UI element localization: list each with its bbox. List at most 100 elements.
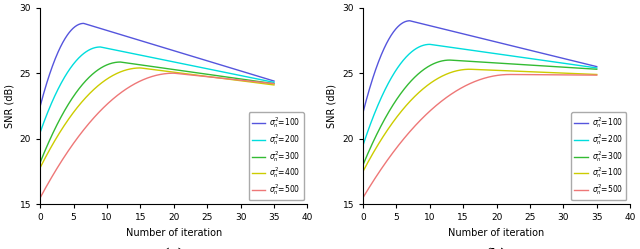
$\sigma_n^2$=300 xyxy=(472,60,480,63)
$\sigma_n^2$=200 xyxy=(470,49,478,52)
$\sigma_n^2$=100 xyxy=(176,51,184,54)
$\sigma_n^2$=100 xyxy=(551,55,559,58)
Line: $\sigma_n^2$=200: $\sigma_n^2$=200 xyxy=(40,47,274,132)
$\sigma_n^2$=200 xyxy=(472,49,480,52)
$\sigma_n^2$=300 xyxy=(446,59,454,62)
$\sigma_n^2$=100 xyxy=(499,42,506,45)
$\sigma_n^2$=400 xyxy=(466,68,474,71)
$\sigma_n^2$=500 xyxy=(593,74,600,77)
Line: $\sigma_n^2$=100: $\sigma_n^2$=100 xyxy=(40,23,274,106)
$\sigma_n^2$=200 xyxy=(499,53,506,56)
$\sigma_n^2$=200 xyxy=(270,81,278,84)
Line: $\sigma_n^2$=200: $\sigma_n^2$=200 xyxy=(363,44,596,145)
$\sigma_n^2$=400 xyxy=(265,83,273,86)
$\sigma_n^2$=300 xyxy=(149,65,157,68)
$\sigma_n^2$=200 xyxy=(148,56,156,59)
$\sigma_n^2$=100 xyxy=(149,43,157,46)
$\sigma_n^2$=400 xyxy=(228,78,236,81)
$\sigma_n^2$=300 xyxy=(270,82,278,85)
$\sigma_n^2$=400 xyxy=(499,69,506,72)
$\sigma_n^2$=100 xyxy=(359,111,367,114)
Line: $\sigma_n^2$=400: $\sigma_n^2$=400 xyxy=(40,68,274,168)
$\sigma_n^2$=500 xyxy=(551,73,559,76)
$\sigma_n^2$=200 xyxy=(97,46,104,49)
$\sigma_n^2$=300 xyxy=(499,62,506,65)
$\sigma_n^2$=400 xyxy=(551,71,559,74)
Legend: $\sigma_n^2$=100, $\sigma_n^2$=200, $\sigma_n^2$=300, $\sigma_n^2$=400, $\sigma_: $\sigma_n^2$=100, $\sigma_n^2$=200, $\si… xyxy=(248,112,303,200)
$\sigma_n^2$=400 xyxy=(149,68,157,71)
$\sigma_n^2$=200 xyxy=(551,61,559,63)
$\sigma_n^2$=100 xyxy=(36,104,44,107)
$\sigma_n^2$=500 xyxy=(359,196,367,199)
$\sigma_n^2$=400 xyxy=(36,166,44,169)
$\sigma_n^2$=300 xyxy=(593,68,600,71)
$\sigma_n^2$=400 xyxy=(593,73,600,76)
Line: $\sigma_n^2$=500: $\sigma_n^2$=500 xyxy=(40,73,274,198)
$\sigma_n^2$=500 xyxy=(176,72,184,75)
Line: $\sigma_n^2$=400: $\sigma_n^2$=400 xyxy=(363,69,596,171)
$\sigma_n^2$=300 xyxy=(148,65,156,68)
$\sigma_n^2$=300 xyxy=(265,81,273,84)
$\sigma_n^2$=500 xyxy=(170,72,177,75)
$\sigma_n^2$=500 xyxy=(149,75,157,78)
$\sigma_n^2$=300 xyxy=(176,69,184,72)
Legend: $\sigma_n^2$=100, $\sigma_n^2$=200, $\sigma_n^2$=300, $\sigma_n^2$=100, $\sigma_: $\sigma_n^2$=100, $\sigma_n^2$=200, $\si… xyxy=(572,112,627,200)
$\sigma_n^2$=500 xyxy=(588,74,595,77)
Line: $\sigma_n^2$=300: $\sigma_n^2$=300 xyxy=(363,60,596,165)
$\sigma_n^2$=500 xyxy=(36,196,44,199)
$\sigma_n^2$=100 xyxy=(148,43,156,46)
Text: (b): (b) xyxy=(485,248,508,249)
Y-axis label: SNR (dB): SNR (dB) xyxy=(327,84,337,128)
$\sigma_n^2$=200 xyxy=(426,43,433,46)
$\sigma_n^2$=400 xyxy=(470,68,478,71)
$\sigma_n^2$=300 xyxy=(116,61,124,63)
$\sigma_n^2$=200 xyxy=(163,59,171,62)
$\sigma_n^2$=400 xyxy=(588,73,595,76)
$\sigma_n^2$=300 xyxy=(163,67,171,70)
$\sigma_n^2$=100 xyxy=(270,79,278,82)
Y-axis label: SNR (dB): SNR (dB) xyxy=(4,84,14,128)
Line: $\sigma_n^2$=100: $\sigma_n^2$=100 xyxy=(363,21,596,113)
$\sigma_n^2$=300 xyxy=(551,65,559,68)
Line: $\sigma_n^2$=300: $\sigma_n^2$=300 xyxy=(40,62,274,162)
Text: (a): (a) xyxy=(163,248,185,249)
$\sigma_n^2$=200 xyxy=(588,66,595,69)
$\sigma_n^2$=300 xyxy=(486,61,494,64)
$\sigma_n^2$=500 xyxy=(147,75,155,78)
$\sigma_n^2$=200 xyxy=(149,56,157,59)
$\sigma_n^2$=300 xyxy=(359,163,367,166)
$\sigma_n^2$=100 xyxy=(593,65,600,68)
$\sigma_n^2$=100 xyxy=(228,67,236,70)
$\sigma_n^2$=400 xyxy=(486,68,494,71)
$\sigma_n^2$=400 xyxy=(148,68,156,71)
$\sigma_n^2$=500 xyxy=(499,73,506,76)
$\sigma_n^2$=500 xyxy=(228,78,236,81)
$\sigma_n^2$=100 xyxy=(265,78,273,81)
$\sigma_n^2$=400 xyxy=(136,66,144,69)
$\sigma_n^2$=200 xyxy=(228,72,236,75)
$\sigma_n^2$=300 xyxy=(470,60,478,63)
$\sigma_n^2$=200 xyxy=(36,131,44,134)
$\sigma_n^2$=400 xyxy=(359,170,367,173)
$\sigma_n^2$=500 xyxy=(486,75,493,78)
$\sigma_n^2$=500 xyxy=(270,82,278,85)
$\sigma_n^2$=200 xyxy=(486,51,494,54)
$\sigma_n^2$=500 xyxy=(265,82,273,85)
$\sigma_n^2$=500 xyxy=(470,80,478,83)
$\sigma_n^2$=400 xyxy=(163,70,171,73)
$\sigma_n^2$=400 xyxy=(176,71,184,74)
$\sigma_n^2$=400 xyxy=(472,68,480,71)
$\sigma_n^2$=500 xyxy=(472,80,479,83)
$\sigma_n^2$=100 xyxy=(406,19,413,22)
$\sigma_n^2$=100 xyxy=(486,39,494,42)
$\sigma_n^2$=200 xyxy=(176,62,184,65)
$\sigma_n^2$=300 xyxy=(588,67,595,70)
$\sigma_n^2$=200 xyxy=(265,80,273,83)
$\sigma_n^2$=100 xyxy=(163,47,171,50)
$\sigma_n^2$=100 xyxy=(470,35,478,38)
$\sigma_n^2$=100 xyxy=(472,36,480,39)
$\sigma_n^2$=100 xyxy=(588,64,595,67)
$\sigma_n^2$=300 xyxy=(228,76,236,79)
$\sigma_n^2$=200 xyxy=(593,66,600,69)
Line: $\sigma_n^2$=500: $\sigma_n^2$=500 xyxy=(363,74,596,198)
